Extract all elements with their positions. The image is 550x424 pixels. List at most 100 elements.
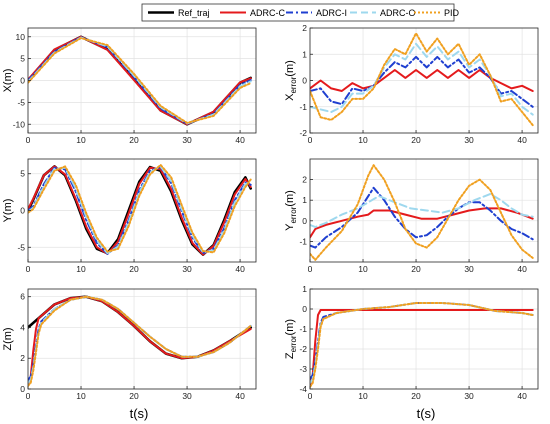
- legend-label: ADRC-C: [250, 8, 285, 18]
- x-tick-label: 40: [235, 391, 245, 401]
- subplot-z-position: 0 10 20 30 40 0 2 4 6 Z(m): [2, 288, 257, 401]
- legend: Ref_traj ADRC-C ADRC-I ADRC-O PID: [141, 3, 460, 22]
- x-tick-label: 10: [76, 264, 86, 274]
- y-tick-label: 1: [302, 49, 307, 59]
- legend-item-adrc-i: ADRC-I: [286, 8, 347, 18]
- subplot-x-position: 0 10 20 30 40 -10 -5 0 5 10 X(m): [2, 27, 257, 145]
- x-tick-label: 20: [411, 135, 421, 145]
- subplot-y-position: 0 10 20 30 40 -5 0 5 Y(m): [2, 158, 257, 274]
- y-tick-label: -10: [13, 119, 26, 129]
- x-tick-label: 20: [129, 135, 139, 145]
- x-tick-label: 40: [235, 264, 245, 274]
- y-tick-label: 0: [302, 304, 307, 314]
- y-tick-label: 1: [302, 284, 307, 294]
- y-tick-label: -2: [299, 344, 307, 354]
- x-tick-label: 10: [76, 391, 86, 401]
- x-tick-label: 20: [129, 391, 139, 401]
- series-line-adrc-o: [28, 36, 252, 125]
- y-tick-label: 0: [20, 384, 25, 394]
- series-line-adrc-o: [310, 193, 534, 228]
- x-tick-label: 0: [308, 135, 313, 145]
- y-axis-label: Yerror(m): [284, 190, 298, 231]
- subplot-z-error: 0 10 20 30 40 -4 -3 -2 -1 0 1 Zerror(m): [284, 284, 539, 401]
- x-tick-label: 0: [26, 135, 31, 145]
- series-group: [310, 164, 534, 261]
- x-tick-label: 10: [358, 391, 368, 401]
- plot-area: [310, 289, 538, 389]
- series-line-pid: [310, 32, 534, 127]
- x-tick-label: 40: [235, 135, 245, 145]
- y-axis-label-main: X: [284, 93, 296, 101]
- y-tick-label: 0: [20, 76, 25, 86]
- x-tick-label: 40: [517, 135, 527, 145]
- axes-frame: [27, 288, 257, 390]
- x-tick-label: 0: [26, 391, 31, 401]
- legend-item-pid: PID: [414, 8, 460, 18]
- y-tick-label: 4: [20, 322, 25, 332]
- x-tick-label: 10: [358, 264, 368, 274]
- y-tick-label: 2: [302, 23, 307, 33]
- series-line-pid: [28, 295, 252, 387]
- series-line-adrc-c: [28, 35, 252, 126]
- y-axis-label-subscript: error: [289, 206, 298, 223]
- x-axis-label-left: t(s): [130, 406, 149, 421]
- y-tick-label: 0: [20, 206, 25, 216]
- y-tick-label: 0: [302, 216, 307, 226]
- legend-item-adrc-o: ADRC-O: [350, 8, 416, 18]
- x-tick-label: 0: [26, 264, 31, 274]
- series-line-pid: [28, 37, 252, 124]
- y-tick-label: -3: [299, 364, 307, 374]
- y-tick-label: 1: [302, 195, 307, 205]
- x-tick-label: 10: [76, 135, 86, 145]
- y-tick-label: 2: [20, 353, 25, 363]
- y-axis-label: Z(m): [2, 327, 14, 350]
- y-tick-label: 5: [20, 169, 25, 179]
- series-group: [28, 295, 252, 387]
- legend-item-ref-traj: Ref_traj: [148, 8, 210, 18]
- series-line-adrc-c: [310, 69, 534, 92]
- subplot-x-error: 0 10 20 30 40 -2 -1 0 1 2 Xerror(m): [284, 23, 539, 145]
- y-axis-label-unit: (m): [284, 190, 296, 207]
- y-tick-label: 10: [16, 32, 26, 42]
- y-axis-label-main: Z: [284, 352, 296, 359]
- legend-label: PID: [444, 8, 460, 18]
- series-line-pid: [310, 302, 534, 388]
- y-axis-label: Xerror(m): [284, 60, 298, 101]
- y-tick-label: 6: [20, 292, 25, 302]
- series-line-adrc-i: [310, 186, 534, 249]
- x-tick-label: 20: [411, 391, 421, 401]
- legend-label: ADRC-I: [316, 8, 347, 18]
- x-tick-label: 30: [182, 391, 192, 401]
- y-axis-label-subscript: error: [289, 335, 298, 352]
- axes-frame: [309, 288, 539, 390]
- series-line-adrc-c: [310, 309, 534, 386]
- y-tick-label: -1: [299, 324, 307, 334]
- series-group: [310, 32, 534, 127]
- x-tick-label: 0: [308, 391, 313, 401]
- series-line-adrc-c: [310, 207, 534, 239]
- legend-label: Ref_traj: [178, 8, 210, 18]
- series-group: [28, 163, 252, 256]
- y-axis-label-subscript: error: [289, 76, 298, 93]
- series-line-adrc-c: [28, 165, 252, 256]
- y-axis-label: Y(m): [2, 199, 14, 223]
- x-tick-label: 30: [182, 264, 192, 274]
- plot-area: [28, 289, 256, 389]
- y-tick-label: -2: [299, 128, 307, 138]
- x-tick-label: 30: [464, 264, 474, 274]
- series-line-pid: [28, 163, 252, 254]
- x-tick-label: 20: [129, 264, 139, 274]
- x-axis-label-right: t(s): [417, 406, 436, 421]
- y-tick-label: 5: [20, 54, 25, 64]
- series-line-pid: [310, 164, 534, 261]
- y-tick-label: -5: [17, 242, 25, 252]
- y-axis-label-unit: (m): [284, 319, 296, 336]
- y-tick-label: 2: [302, 175, 307, 185]
- y-axis-label: Zerror(m): [284, 319, 298, 359]
- y-axis-label: X(m): [2, 69, 14, 93]
- legend-label: ADRC-O: [380, 8, 416, 18]
- y-tick-label: -1: [299, 102, 307, 112]
- x-tick-label: 40: [517, 264, 527, 274]
